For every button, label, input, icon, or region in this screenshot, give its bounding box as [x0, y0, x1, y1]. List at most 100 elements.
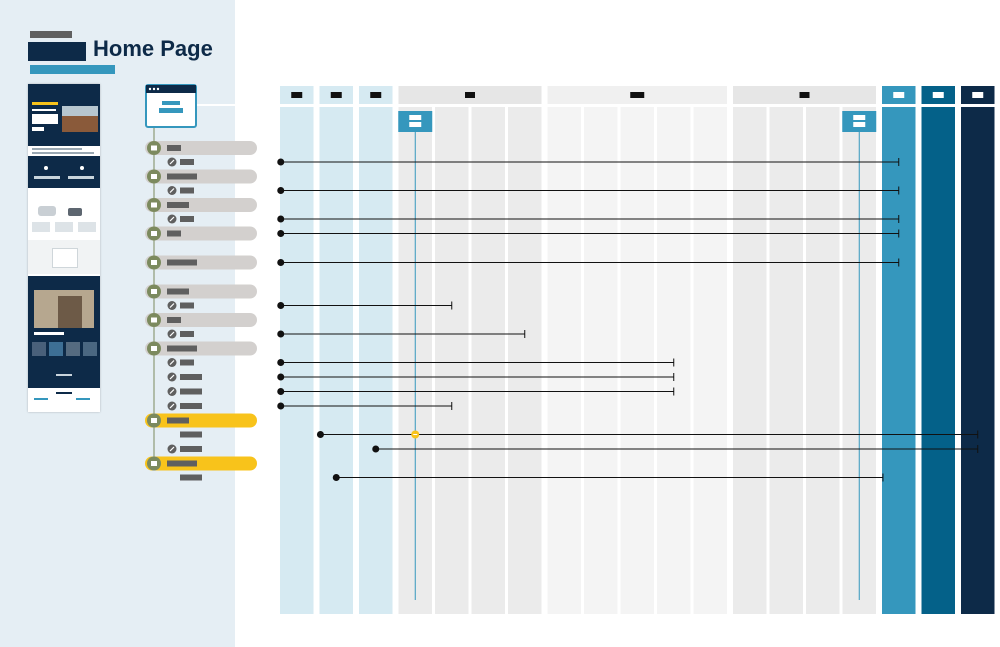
redacted-sub-label	[180, 359, 194, 366]
lane-column	[471, 107, 505, 614]
section-pill[interactable]	[145, 226, 257, 241]
redacted-section-label	[167, 259, 197, 266]
link-icon-glyph	[169, 389, 175, 394]
puzzle-node-glyph	[151, 202, 157, 208]
lane-column	[435, 107, 469, 614]
connector-start-dot	[277, 359, 285, 366]
thumb-text-row	[32, 152, 94, 154]
section-pill[interactable]	[145, 198, 257, 212]
title-underline-bar	[30, 65, 115, 74]
lane-column	[961, 107, 995, 614]
puzzle-node-glyph	[151, 418, 157, 423]
thumb-vehicle-text	[55, 222, 73, 232]
thumb-footer-link	[76, 398, 90, 400]
link-icon-glyph	[169, 216, 175, 222]
connector-start-dot	[332, 474, 340, 481]
thumb-feature-strip	[28, 156, 100, 188]
connector-start-dot	[277, 187, 285, 194]
thumb-feature-dot	[44, 166, 48, 170]
thumb-vehicle-text	[78, 222, 96, 232]
section-pill[interactable]	[145, 456, 257, 471]
thumb-story-text	[34, 332, 64, 335]
list-icon-glyph	[169, 159, 175, 165]
lane-column	[769, 107, 803, 614]
redacted-sub-label	[180, 388, 202, 395]
redacted-section-label	[167, 460, 197, 467]
thumb-feature-text	[68, 176, 94, 179]
puzzle-node-glyph	[151, 145, 157, 151]
redacted-sub-label	[180, 216, 194, 222]
redacted-lane-label	[972, 92, 984, 98]
redacted-section-label	[167, 288, 189, 295]
redacted-sub-label	[180, 431, 202, 438]
section-pill[interactable]	[145, 341, 257, 356]
window-dot-icon	[148, 87, 152, 91]
redacted-lane-label	[893, 92, 905, 98]
redacted-sub-label	[180, 331, 194, 337]
lane-column	[806, 107, 840, 614]
page-thumbnail[interactable]	[28, 84, 100, 412]
redacted-lane-label	[330, 92, 342, 98]
thumb-vehicle-text	[32, 222, 50, 232]
redacted-lane-label	[799, 92, 810, 98]
section-pill[interactable]	[145, 284, 257, 299]
thumb-hero-line	[32, 102, 58, 105]
thumb-footer-link	[34, 398, 48, 400]
section-pill[interactable]	[145, 141, 257, 155]
redacted-sub-label	[180, 187, 194, 194]
thumb-footer-line	[56, 392, 72, 394]
thumb-story-tile	[83, 342, 97, 356]
page-node-glyph	[162, 101, 180, 105]
page-marker-glyph	[853, 115, 866, 120]
connector-start-dot	[316, 431, 324, 438]
lane-column	[882, 107, 916, 614]
redacted-label	[30, 31, 72, 38]
window-dot-icon	[156, 87, 160, 91]
section-pill[interactable]	[145, 413, 257, 428]
section-pill[interactable]	[145, 255, 257, 270]
connector-start-dot	[277, 402, 285, 410]
lane-column	[733, 107, 767, 614]
thumb-text-row	[32, 148, 82, 150]
link-icon-glyph	[169, 303, 175, 308]
redacted-section-label	[167, 417, 189, 424]
connector-start-dot	[277, 259, 285, 266]
redacted-section-label	[167, 345, 197, 352]
thumb-hero-image-sky	[62, 106, 98, 116]
thumb-story-tile	[32, 342, 46, 356]
section-pill[interactable]	[145, 169, 257, 184]
redacted-lane-label	[370, 92, 382, 98]
redacted-lane-label	[932, 92, 944, 98]
puzzle-node-glyph	[151, 260, 157, 265]
redacted-lane-label	[630, 92, 645, 98]
connector-start-dot	[372, 445, 380, 453]
connector-start-dot	[277, 388, 285, 395]
connector-start-dot	[277, 215, 285, 223]
page-marker-glyph	[409, 115, 422, 120]
window-dot-icon	[152, 87, 156, 91]
puzzle-node-glyph	[151, 461, 157, 466]
lane-column	[319, 107, 353, 614]
thumb-feature-dot	[80, 166, 84, 170]
page-marker-badge	[398, 111, 433, 132]
redacted-lane-label	[465, 92, 475, 98]
thumb-hero-line	[32, 109, 56, 111]
thumb-promo-box	[52, 248, 78, 268]
redacted-section-label	[167, 145, 181, 151]
puzzle-node-glyph	[151, 346, 157, 351]
puzzle-node-glyph	[151, 317, 157, 323]
link-icon-glyph	[169, 403, 175, 409]
redacted-sub-label	[180, 474, 202, 481]
redacted-sub-label	[180, 302, 194, 309]
section-pill[interactable]	[145, 313, 257, 327]
link-icon-glyph	[169, 374, 175, 380]
thumb-feature-text	[34, 176, 60, 179]
redacted-section-label	[167, 230, 181, 237]
redacted-sub-label	[180, 446, 202, 452]
page-marker-glyph	[853, 122, 866, 127]
puzzle-node-glyph	[151, 231, 157, 236]
link-icon-glyph	[169, 446, 175, 452]
search-icon-glyph	[169, 188, 175, 193]
puzzle-node-glyph	[151, 289, 157, 294]
